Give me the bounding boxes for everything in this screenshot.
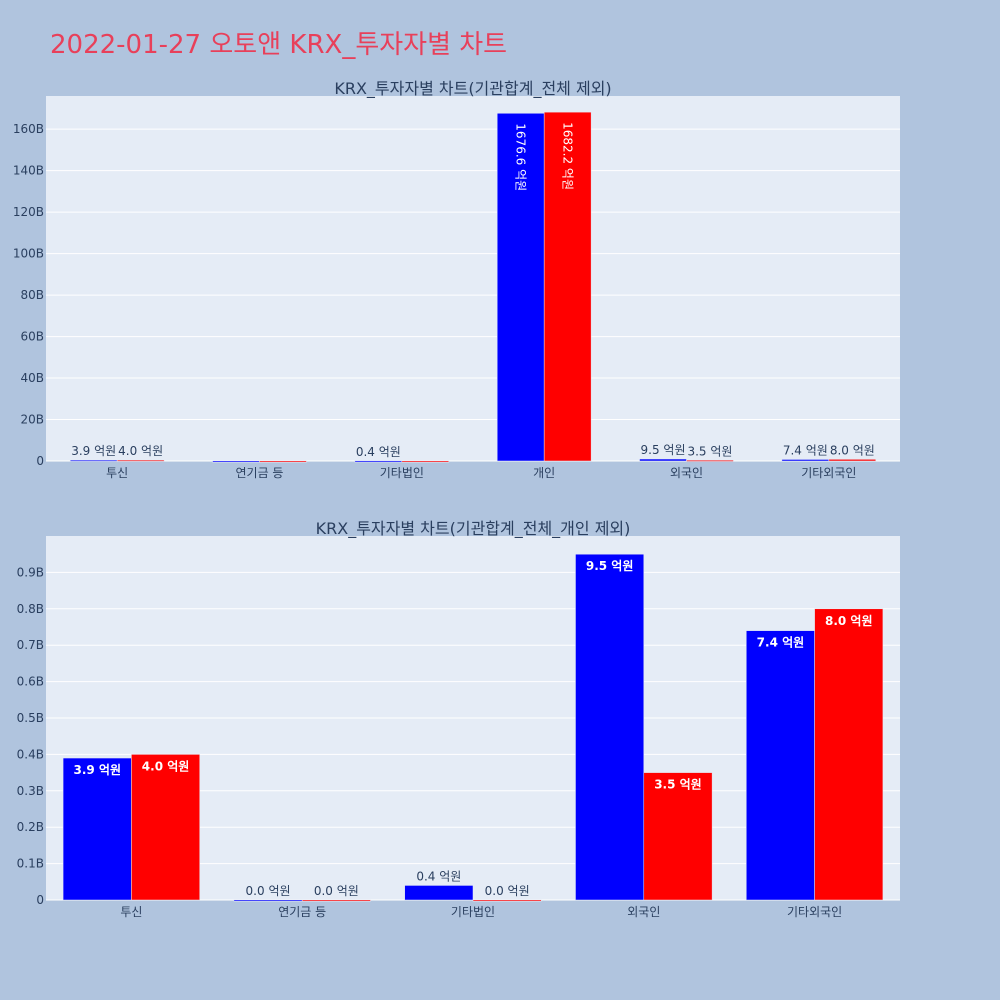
x-tick-label: 외국인 bbox=[627, 905, 660, 919]
y-tick-label: 0.3B bbox=[17, 784, 44, 798]
data-label: 1682.2 억원 bbox=[561, 122, 575, 190]
y-tick-label: 0.9B bbox=[17, 565, 44, 579]
y-tick-label: 100B bbox=[13, 247, 44, 261]
x-tick-label: 기타외국인 bbox=[801, 466, 856, 480]
bar bbox=[233, 899, 303, 902]
data-label: 8.0 억원 bbox=[830, 443, 875, 457]
x-tick-label: 투신 bbox=[120, 905, 142, 919]
bar bbox=[116, 459, 165, 462]
data-label: 0.0 억원 bbox=[485, 884, 530, 898]
x-tick-label: 개인 bbox=[533, 466, 555, 480]
bar bbox=[828, 459, 877, 462]
y-tick-label: 40B bbox=[20, 371, 44, 385]
data-label: 0.4 억원 bbox=[416, 869, 461, 883]
bar bbox=[746, 630, 815, 901]
y-tick-label: 0.2B bbox=[17, 820, 44, 834]
data-label: 0.0 억원 bbox=[246, 884, 291, 898]
bar bbox=[543, 111, 592, 462]
data-label: 9.5 억원 bbox=[586, 559, 634, 573]
bar bbox=[686, 460, 734, 462]
data-label: 4.0 억원 bbox=[118, 444, 163, 458]
x-tick-label: 기타외국인 bbox=[787, 905, 842, 919]
plot-area bbox=[46, 96, 900, 461]
y-tick-label: 60B bbox=[20, 330, 44, 344]
data-label: 0.4 억원 bbox=[356, 445, 401, 459]
x-tick-label: 기타법인 bbox=[451, 905, 495, 919]
y-tick-label: 140B bbox=[13, 164, 44, 178]
y-tick-label: 120B bbox=[13, 205, 44, 219]
bar bbox=[814, 608, 884, 901]
bar bbox=[472, 899, 542, 902]
y-tick-label: 80B bbox=[20, 288, 44, 302]
x-tick-label: 연기금 등 bbox=[278, 905, 326, 919]
y-tick-label: 0.5B bbox=[17, 711, 44, 725]
bar bbox=[301, 899, 371, 902]
bar bbox=[212, 460, 260, 463]
y-tick-label: 0.8B bbox=[17, 602, 44, 616]
data-label: 0.0 억원 bbox=[314, 884, 359, 898]
chart-all-investors: KRX_투자자별 차트(기관합계_전체 제외) 0 20B 40B 60B 80B 100B… bbox=[0, 70, 1000, 490]
bar bbox=[401, 460, 450, 463]
bar bbox=[131, 754, 200, 901]
bar bbox=[575, 553, 645, 901]
bar bbox=[354, 460, 403, 463]
chart-svg-2: KRX_투자자별 차트(기관합계_전체_개인 제외) 0 0.1B 0.2B 0.3B 0… bbox=[17, 519, 900, 919]
y-tick-label: 0.4B bbox=[17, 747, 44, 761]
y-tick-label: 0 bbox=[36, 454, 44, 468]
data-label: 3.9 억원 bbox=[73, 763, 121, 777]
data-label: 8.0 억원 bbox=[825, 614, 873, 628]
x-tick-label: 투신 bbox=[106, 466, 128, 480]
bar bbox=[69, 459, 118, 462]
chart-title: KRX_투자자별 차트(기관합계_전체_개인 제외) bbox=[316, 519, 631, 539]
chart-svg-1: KRX_투자자별 차트(기관합계_전체 제외) 0 20B 40B 60B 80B 100B… bbox=[13, 79, 900, 480]
x-tick-label: 연기금 등 bbox=[236, 466, 284, 480]
bar bbox=[639, 458, 687, 462]
data-label: 3.5 억원 bbox=[687, 444, 732, 458]
y-tick-label: 20B bbox=[20, 413, 44, 427]
data-label: 1676.6 억원 bbox=[514, 123, 528, 191]
bar bbox=[781, 459, 830, 462]
y-tick-label: 160B bbox=[13, 122, 44, 136]
y-tick-label: 0.6B bbox=[17, 675, 44, 689]
bar bbox=[404, 885, 474, 901]
y-tick-label: 0 bbox=[36, 893, 44, 907]
y-tick-label: 0.1B bbox=[17, 857, 44, 871]
chart-title: KRX_투자자별 차트(기관합계_전체 제외) bbox=[334, 79, 611, 99]
x-tick-label: 기타법인 bbox=[380, 466, 424, 480]
chart-excluding-individual: KRX_투자자별 차트(기관합계_전체_개인 제외) 0 0.1B 0.2B 0.3B 0… bbox=[0, 510, 1000, 930]
data-label: 7.4 억원 bbox=[757, 636, 805, 650]
bar bbox=[643, 772, 713, 901]
bar bbox=[259, 460, 307, 463]
data-label: 3.5 억원 bbox=[654, 778, 702, 792]
x-tick-label: 외국인 bbox=[670, 466, 703, 480]
data-label: 9.5 억원 bbox=[641, 443, 686, 457]
y-tick-label: 0.7B bbox=[17, 638, 44, 652]
data-label: 7.4 억원 bbox=[783, 443, 828, 457]
data-label: 3.9 억원 bbox=[71, 444, 116, 458]
page-title: 2022-01-27 오토앤 KRX_투자자별 차트 bbox=[50, 30, 508, 60]
bar bbox=[62, 757, 132, 901]
data-label: 4.0 억원 bbox=[142, 759, 190, 773]
